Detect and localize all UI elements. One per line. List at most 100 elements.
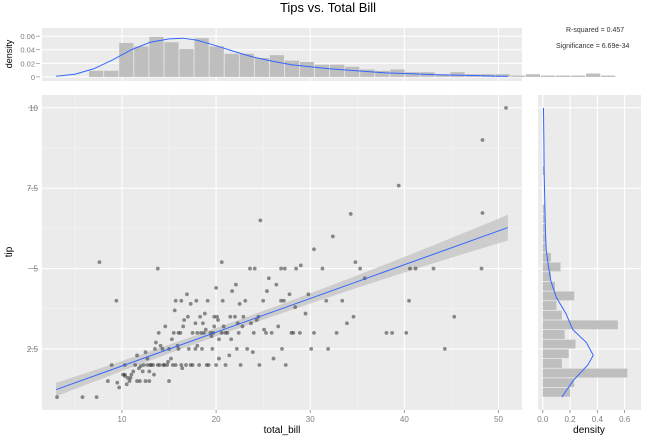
data-point: [234, 347, 239, 351]
data-point: [324, 298, 329, 303]
top-histogram-bar: [345, 66, 360, 77]
data-point: [131, 369, 136, 374]
data-point: [264, 330, 268, 335]
data-point: [137, 379, 142, 383]
x-tick-label: 30: [306, 415, 315, 424]
data-point: [312, 247, 316, 252]
data-point: [250, 350, 255, 355]
data-point: [233, 314, 237, 319]
data-point: [129, 372, 134, 377]
data-point: [279, 298, 283, 303]
data-point: [185, 314, 190, 319]
data-point: [94, 395, 99, 400]
data-point: [407, 298, 411, 303]
data-point: [408, 266, 412, 271]
data-point: [180, 366, 185, 371]
top-histogram-bar: [510, 75, 525, 77]
data-point: [353, 260, 358, 265]
data-point: [404, 330, 409, 335]
data-point: [143, 350, 148, 355]
data-point: [297, 330, 302, 335]
data-point: [303, 311, 308, 316]
data-point: [157, 363, 162, 367]
data-point: [283, 363, 288, 367]
data-point: [166, 359, 171, 364]
x-tick-label: 20: [212, 415, 221, 424]
right-histogram-bar: [542, 214, 546, 224]
data-point: [190, 363, 195, 367]
x-tick-label: 10: [118, 415, 127, 424]
right-histogram-bar: [542, 378, 575, 388]
data-point: [125, 375, 130, 380]
data-point: [143, 379, 148, 383]
data-point: [117, 385, 122, 390]
top-histogram-bar: [164, 42, 179, 77]
x-tick-label: 40: [400, 415, 409, 424]
data-point: [330, 234, 335, 239]
data-point: [149, 363, 154, 367]
main-x-tick-labels: 10 20 30 40 50: [118, 410, 503, 424]
x-tick-label: 50: [494, 415, 503, 424]
scatter-panel: 10 20 30 40 50 2.5 5 7.5 10 total_bill tip: [4, 95, 522, 436]
data-point: [199, 330, 203, 335]
right-histogram-bar: [542, 281, 556, 291]
data-point: [161, 363, 166, 367]
scatter-points: [55, 105, 508, 400]
data-point: [320, 266, 325, 271]
data-point: [137, 366, 141, 371]
data-point: [176, 347, 181, 351]
data-point: [160, 347, 165, 351]
data-point: [182, 318, 187, 322]
main-y-axis-label: tip: [4, 246, 15, 257]
data-point: [334, 330, 339, 335]
top-y-tick-label: 0.06: [20, 32, 35, 41]
right-histogram-bar: [542, 301, 557, 310]
data-point: [155, 266, 160, 271]
data-point: [200, 347, 204, 351]
data-point: [245, 347, 250, 351]
top-histogram-bar: [314, 64, 330, 77]
data-point: [216, 318, 220, 322]
data-point: [169, 356, 173, 361]
data-point: [233, 282, 238, 287]
data-point: [298, 263, 303, 268]
top-histogram-bar: [104, 70, 119, 77]
top-density-curve: [56, 37, 508, 77]
right-histogram-bar: [542, 223, 546, 233]
top-histogram-bar: [179, 49, 194, 77]
data-point: [153, 347, 157, 351]
data-point: [188, 302, 193, 306]
top-histogram-bar: [284, 60, 300, 77]
data-point: [201, 330, 206, 335]
data-point: [413, 266, 418, 271]
right-histogram-bar: [542, 243, 546, 253]
main-gridlines: [42, 95, 522, 410]
data-point: [249, 321, 253, 326]
data-point: [212, 314, 217, 319]
data-point: [193, 347, 198, 351]
data-point: [152, 372, 156, 377]
top-y-tick-label: 0.04: [20, 46, 35, 55]
data-point: [170, 363, 175, 367]
data-point: [202, 311, 207, 316]
data-point: [390, 330, 395, 335]
data-point: [306, 292, 311, 297]
data-point: [122, 374, 127, 378]
right-histogram-bar: [542, 291, 575, 301]
data-point: [269, 330, 274, 335]
data-point: [221, 324, 226, 329]
data-point: [201, 321, 205, 326]
data-point: [309, 347, 314, 351]
data-point: [504, 105, 508, 110]
data-point: [109, 363, 114, 367]
right-histogram-panel: 0.0 0.2 0.4 0.6 density: [537, 95, 641, 436]
top-histogram-bar: [269, 55, 285, 77]
main-x-axis-label: total_bill: [264, 425, 301, 436]
data-point: [223, 363, 228, 367]
data-point: [345, 321, 349, 326]
top-histogram-bar: [405, 72, 420, 77]
top-histogram-bar: [495, 74, 510, 77]
data-point: [210, 347, 215, 351]
data-point: [209, 334, 214, 338]
data-point: [124, 382, 129, 387]
